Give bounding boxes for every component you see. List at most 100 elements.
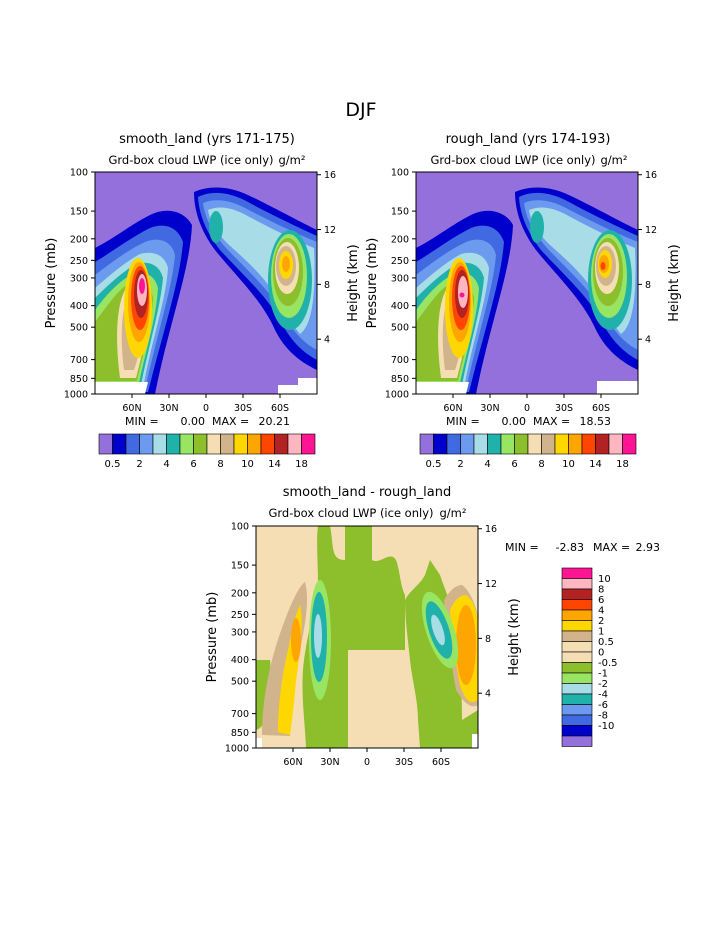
y-tick-label: 850 xyxy=(70,374,88,385)
y-tick-label: 500 xyxy=(231,677,249,688)
colorbar-swatch xyxy=(287,433,302,455)
contour-level-5 xyxy=(530,211,544,243)
colorbar-swatch xyxy=(568,433,583,455)
contour-layer xyxy=(416,187,638,394)
x-tick-label: 0 xyxy=(524,403,530,414)
panel-title: rough_land (yrs 174-193) xyxy=(446,132,611,147)
colorbar-swatch xyxy=(193,433,208,455)
y-tick-label: 1000 xyxy=(385,390,409,401)
colorbar-swatch xyxy=(561,693,593,705)
panel-subtitle: Grd-box cloud LWP (ice only) xyxy=(431,153,596,167)
max-label: MAX = xyxy=(212,415,249,428)
contour-level-2 xyxy=(456,605,476,685)
y-right-tick-label: 12 xyxy=(645,225,657,236)
colorbar-swatch xyxy=(98,433,113,455)
x-tick-label: 60S xyxy=(271,403,289,414)
y-axis-label-right: Height (km) xyxy=(507,598,522,675)
colorbar-label: 14 xyxy=(268,459,281,470)
colorbar-label: 1 xyxy=(598,627,604,638)
contour-level-11 xyxy=(282,256,290,272)
colorbar-swatch xyxy=(487,433,502,455)
colorbar-label: 4 xyxy=(163,459,169,470)
colorbar-label: 6 xyxy=(511,459,517,470)
y-axis-label-right: Height (km) xyxy=(346,244,361,321)
y-tick-label: 100 xyxy=(391,168,409,179)
x-tick-label: 60S xyxy=(432,757,450,768)
colorbar-label: 0.5 xyxy=(598,637,614,648)
y-right-tick-label: 4 xyxy=(485,689,491,700)
colorbar-swatch xyxy=(581,433,596,455)
colorbar-swatch xyxy=(446,433,461,455)
colorbar-swatch xyxy=(561,588,593,600)
y-tick-label: 400 xyxy=(70,301,88,312)
units-label: g/m² xyxy=(601,153,628,167)
contour-level-neg-1 xyxy=(431,614,445,646)
colorbar-label: 10 xyxy=(562,459,575,470)
colorbar-label: 4 xyxy=(484,459,490,470)
colorbar-label: -2 xyxy=(598,679,608,690)
y-tick-label: 1000 xyxy=(225,744,249,755)
colorbar-swatch xyxy=(139,433,154,455)
y-tick-label: 700 xyxy=(231,709,249,720)
colorbar-label: 8 xyxy=(217,459,223,470)
colorbar-label: -10 xyxy=(598,721,614,732)
colorbar-swatch xyxy=(561,599,593,611)
contour-level-14 xyxy=(458,276,468,308)
min-value: -2.83 xyxy=(556,541,584,554)
topography-mask xyxy=(95,382,148,394)
x-tick-label: 30N xyxy=(320,757,339,768)
y-right-tick-label: 16 xyxy=(324,170,336,181)
contour-level-5 xyxy=(209,211,223,243)
colorbar-label: 2 xyxy=(136,459,142,470)
x-tick-label: 30S xyxy=(555,403,573,414)
colorbar-label: 2 xyxy=(598,616,604,627)
colorbar-label: 6 xyxy=(190,459,196,470)
y-axis-label-right: Height (km) xyxy=(667,244,682,321)
y-tick-label: 100 xyxy=(231,522,249,533)
topography-mask xyxy=(256,738,262,748)
colorbar-swatch xyxy=(152,433,167,455)
y-right-tick-label: 4 xyxy=(645,335,651,346)
colorbar-swatch xyxy=(561,704,593,716)
y-tick-label: 850 xyxy=(391,374,409,385)
colorbar-swatch xyxy=(301,433,316,455)
colorbar-label: 10 xyxy=(241,459,254,470)
contour-level-15 xyxy=(139,278,145,294)
y-axis-label: Pressure (mb) xyxy=(365,238,380,329)
colorbar: 0.5 2 4 6 8 10 14 18 xyxy=(98,433,316,470)
colorbar-swatch xyxy=(561,714,593,726)
y-tick-label: 250 xyxy=(391,256,409,267)
contour-layer xyxy=(95,187,317,394)
y-tick-label: 700 xyxy=(70,355,88,366)
colorbar-label: 8 xyxy=(538,459,544,470)
y-tick-label: 500 xyxy=(391,323,409,334)
contour-level-15 xyxy=(459,292,465,298)
units-label: g/m² xyxy=(440,506,467,520)
y-axis-label: Pressure (mb) xyxy=(44,238,59,329)
contour-level-12 xyxy=(600,262,606,270)
y-tick-label: 850 xyxy=(231,728,249,739)
y-tick-label: 300 xyxy=(391,273,409,284)
y-right-tick-label: 12 xyxy=(485,579,497,590)
colorbar-swatch xyxy=(561,735,593,747)
colorbar-swatch xyxy=(561,567,593,579)
y-tick-label: 300 xyxy=(231,627,249,638)
y-tick-label: 150 xyxy=(231,561,249,572)
max-value: 2.93 xyxy=(636,541,661,554)
colorbar-swatch xyxy=(595,433,610,455)
colorbar-label: -0.5 xyxy=(598,658,618,669)
units-label: g/m² xyxy=(279,153,306,167)
colorbar-label: 18 xyxy=(295,459,308,470)
x-tick-label: 30S xyxy=(395,757,413,768)
colorbar-swatch xyxy=(608,433,623,455)
panel-subtitle: Grd-box cloud LWP (ice only) xyxy=(269,506,434,520)
max-value: 18.53 xyxy=(580,415,612,428)
axes: 100 150 200 250 300 400 500 700 850 1000 60N 30N 0 30… xyxy=(64,168,336,415)
colorbar-swatch xyxy=(514,433,529,455)
y-tick-label: 150 xyxy=(391,207,409,218)
colorbar-swatch xyxy=(125,433,140,455)
colorbar-label: 8 xyxy=(598,585,604,596)
colorbar-swatch xyxy=(561,641,593,653)
topography-mask xyxy=(278,378,317,394)
